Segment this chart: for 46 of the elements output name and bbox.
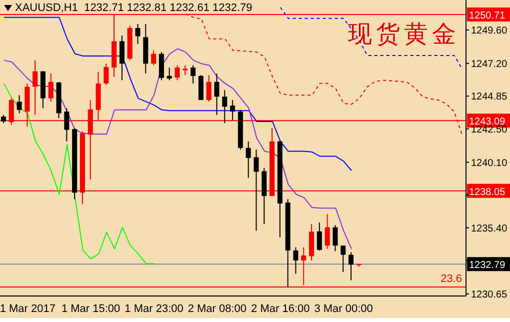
x-tick-label: 2 Mar 16:00 bbox=[251, 302, 310, 315]
line-series bbox=[3, 82, 155, 264]
line-series bbox=[280, 6, 463, 70]
ref-line-label: 1238.05 bbox=[469, 186, 506, 198]
candlestick bbox=[254, 149, 259, 232]
x-tick-label: 1 Mar 23:00 bbox=[124, 302, 184, 315]
candlestick bbox=[222, 90, 228, 124]
candlestick bbox=[174, 64, 180, 81]
candlestick bbox=[190, 64, 196, 84]
candlestick bbox=[316, 222, 322, 251]
line-series bbox=[3, 48, 352, 250]
candlestick bbox=[135, 23, 140, 44]
candlestick bbox=[340, 245, 346, 273]
y-tick-label: 1235.40 bbox=[471, 223, 508, 234]
candlestick bbox=[348, 252, 354, 281]
candlestick bbox=[246, 140, 251, 178]
y-tick-label: 1247.20 bbox=[471, 58, 508, 70]
x-tick-label: 3 Mar 00:00 bbox=[314, 302, 373, 315]
candlestick bbox=[324, 214, 330, 250]
candlestick bbox=[332, 224, 338, 252]
ref-line-label: 1250.71 bbox=[469, 10, 506, 22]
candlestick bbox=[293, 246, 298, 274]
candlestick bbox=[119, 35, 124, 81]
y-tick-label: 1244.85 bbox=[471, 92, 508, 103]
candlestick bbox=[32, 60, 38, 116]
candlestick bbox=[104, 63, 109, 86]
candlestick bbox=[48, 73, 54, 102]
candlestick bbox=[166, 67, 172, 81]
annotation: 23.6 bbox=[440, 272, 462, 285]
x-tick-label: 1 Mar 15:00 bbox=[61, 302, 120, 315]
candlestick bbox=[182, 64, 188, 76]
candlestick bbox=[151, 50, 156, 66]
candlestick bbox=[16, 94, 22, 114]
y-tick-label: 1240.10 bbox=[471, 158, 508, 169]
candlestick bbox=[230, 100, 236, 120]
y-tick-label: 1249.60 bbox=[471, 26, 508, 36]
chart-title: XAUUSD,H1 1232.71 1232.81 1232.61 1232.79 bbox=[15, 2, 252, 14]
y-tick-label: 1242.50 bbox=[471, 124, 508, 136]
annotation: 现货黄金 bbox=[348, 19, 460, 50]
candlestick bbox=[214, 73, 220, 116]
y-tick-label: 1230.65 bbox=[471, 289, 508, 300]
candlestick bbox=[64, 108, 70, 142]
candlestick bbox=[206, 74, 212, 102]
x-tick-label: 2 Mar 08:00 bbox=[188, 302, 247, 315]
ref-line-label: 1232.79 bbox=[469, 260, 506, 272]
x-tick-label: 1 Mar 2017 bbox=[0, 302, 56, 315]
